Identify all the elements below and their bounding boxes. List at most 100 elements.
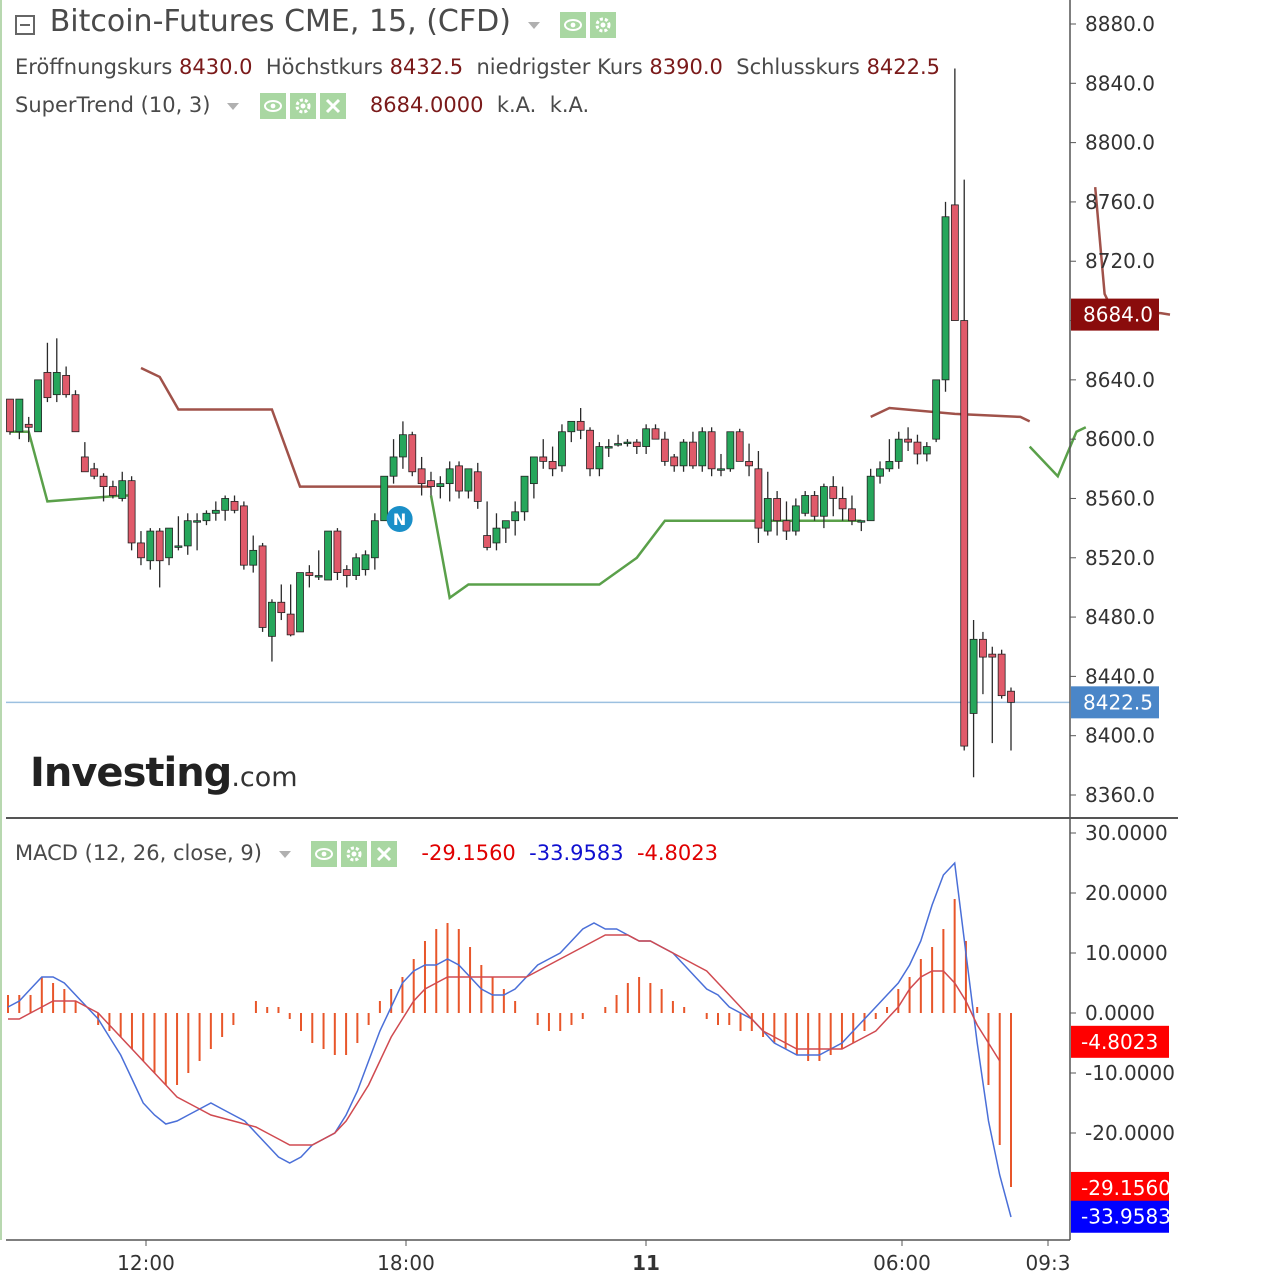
close-value: 8422.5 bbox=[866, 55, 941, 79]
supertrend-name: SuperTrend (10, 3) bbox=[15, 93, 211, 117]
gear-icon[interactable] bbox=[341, 841, 368, 867]
macd-line bbox=[7, 861, 1012, 1218]
candle bbox=[651, 424, 660, 440]
candle bbox=[436, 476, 445, 499]
candle-body bbox=[314, 575, 323, 578]
chevron-down-icon[interactable] bbox=[527, 21, 540, 29]
candle bbox=[745, 443, 753, 477]
candle-body bbox=[445, 468, 454, 485]
price-tick-label: 8720.0 bbox=[1085, 249, 1155, 273]
candle bbox=[249, 535, 258, 573]
candle bbox=[558, 424, 566, 472]
candle-body bbox=[249, 549, 258, 566]
candle-body bbox=[791, 505, 800, 532]
candle-body bbox=[202, 512, 211, 522]
candle bbox=[848, 495, 856, 526]
candle bbox=[876, 461, 884, 484]
candle bbox=[109, 480, 117, 499]
candle bbox=[857, 520, 866, 532]
candle-body bbox=[277, 601, 286, 614]
chevron-down-icon[interactable] bbox=[227, 102, 240, 110]
candle bbox=[370, 513, 379, 570]
price-tick-label: 8840.0 bbox=[1085, 71, 1155, 95]
collapse-icon[interactable] bbox=[15, 15, 35, 35]
candle bbox=[501, 520, 510, 543]
candle-body bbox=[773, 498, 782, 522]
eye-icon[interactable] bbox=[311, 841, 338, 867]
candle bbox=[988, 646, 997, 744]
candle-body bbox=[745, 460, 753, 467]
high-value: 8432.5 bbox=[389, 55, 464, 79]
candle-body bbox=[604, 446, 613, 449]
candle-body bbox=[819, 486, 828, 517]
candle-body bbox=[464, 468, 473, 492]
candle bbox=[576, 408, 585, 440]
macd-layer bbox=[7, 861, 1012, 1218]
candle bbox=[511, 501, 520, 536]
candle bbox=[922, 442, 931, 462]
candle bbox=[632, 439, 641, 454]
candle bbox=[950, 68, 959, 321]
chevron-down-icon[interactable] bbox=[278, 850, 291, 858]
close-icon[interactable] bbox=[371, 841, 398, 867]
candle bbox=[352, 553, 361, 581]
candle-body bbox=[109, 486, 117, 496]
candle-body bbox=[43, 372, 52, 399]
candle-body bbox=[1007, 690, 1015, 703]
signal-badge: -4.8023 bbox=[1071, 1025, 1169, 1058]
candle-body bbox=[6, 398, 14, 433]
candle bbox=[399, 421, 407, 469]
macd-line-value: -33.9583 bbox=[529, 841, 624, 865]
candle-body bbox=[969, 638, 978, 714]
candle bbox=[62, 366, 71, 398]
candle bbox=[483, 501, 492, 551]
gear-icon[interactable] bbox=[289, 93, 316, 119]
candle-body bbox=[763, 498, 772, 532]
low-label: niedrigster Kurs bbox=[476, 55, 643, 79]
high-label: Höchstkurs bbox=[265, 55, 383, 79]
candle-body bbox=[268, 601, 276, 637]
candle-body bbox=[838, 498, 847, 510]
candle bbox=[819, 483, 828, 529]
supertrend-segment-4 bbox=[1028, 426, 1087, 479]
candle bbox=[894, 431, 903, 469]
candle-body bbox=[829, 486, 838, 499]
candle-body bbox=[689, 441, 697, 467]
supertrend-badge-bg bbox=[1071, 298, 1159, 331]
candle bbox=[24, 416, 33, 443]
candle bbox=[455, 461, 463, 499]
candle-body bbox=[333, 530, 342, 573]
signal-line bbox=[8, 934, 1001, 1146]
candle-body bbox=[885, 460, 894, 470]
candle bbox=[193, 513, 202, 551]
candle-body bbox=[342, 569, 351, 576]
candle bbox=[595, 442, 604, 477]
candle bbox=[71, 390, 80, 433]
gear-icon[interactable] bbox=[590, 12, 617, 38]
last-price-badge-bg bbox=[1071, 686, 1159, 719]
candle-body bbox=[455, 465, 463, 492]
candle-body bbox=[894, 438, 903, 462]
candle bbox=[183, 513, 192, 555]
candle bbox=[165, 527, 173, 566]
candle-body bbox=[473, 471, 482, 502]
time-tick-label: 11 bbox=[632, 1251, 660, 1275]
candle-body bbox=[221, 498, 230, 511]
candle bbox=[679, 439, 688, 472]
candle bbox=[698, 427, 707, 472]
candle bbox=[885, 439, 894, 472]
candle-body bbox=[436, 483, 445, 487]
close-icon[interactable] bbox=[319, 93, 346, 119]
candle bbox=[997, 649, 1006, 699]
macd-legend: MACD (12, 26, close, 9) -29.1560 -33.958… bbox=[15, 841, 718, 867]
candle-body bbox=[857, 520, 866, 523]
eye-icon[interactable] bbox=[259, 93, 286, 119]
candle bbox=[296, 572, 304, 633]
eye-icon[interactable] bbox=[560, 12, 587, 38]
news-marker-icon bbox=[386, 506, 413, 532]
candle bbox=[90, 462, 99, 480]
candle bbox=[15, 398, 24, 440]
candle bbox=[529, 456, 538, 499]
supertrend-segment-3 bbox=[870, 406, 1031, 423]
